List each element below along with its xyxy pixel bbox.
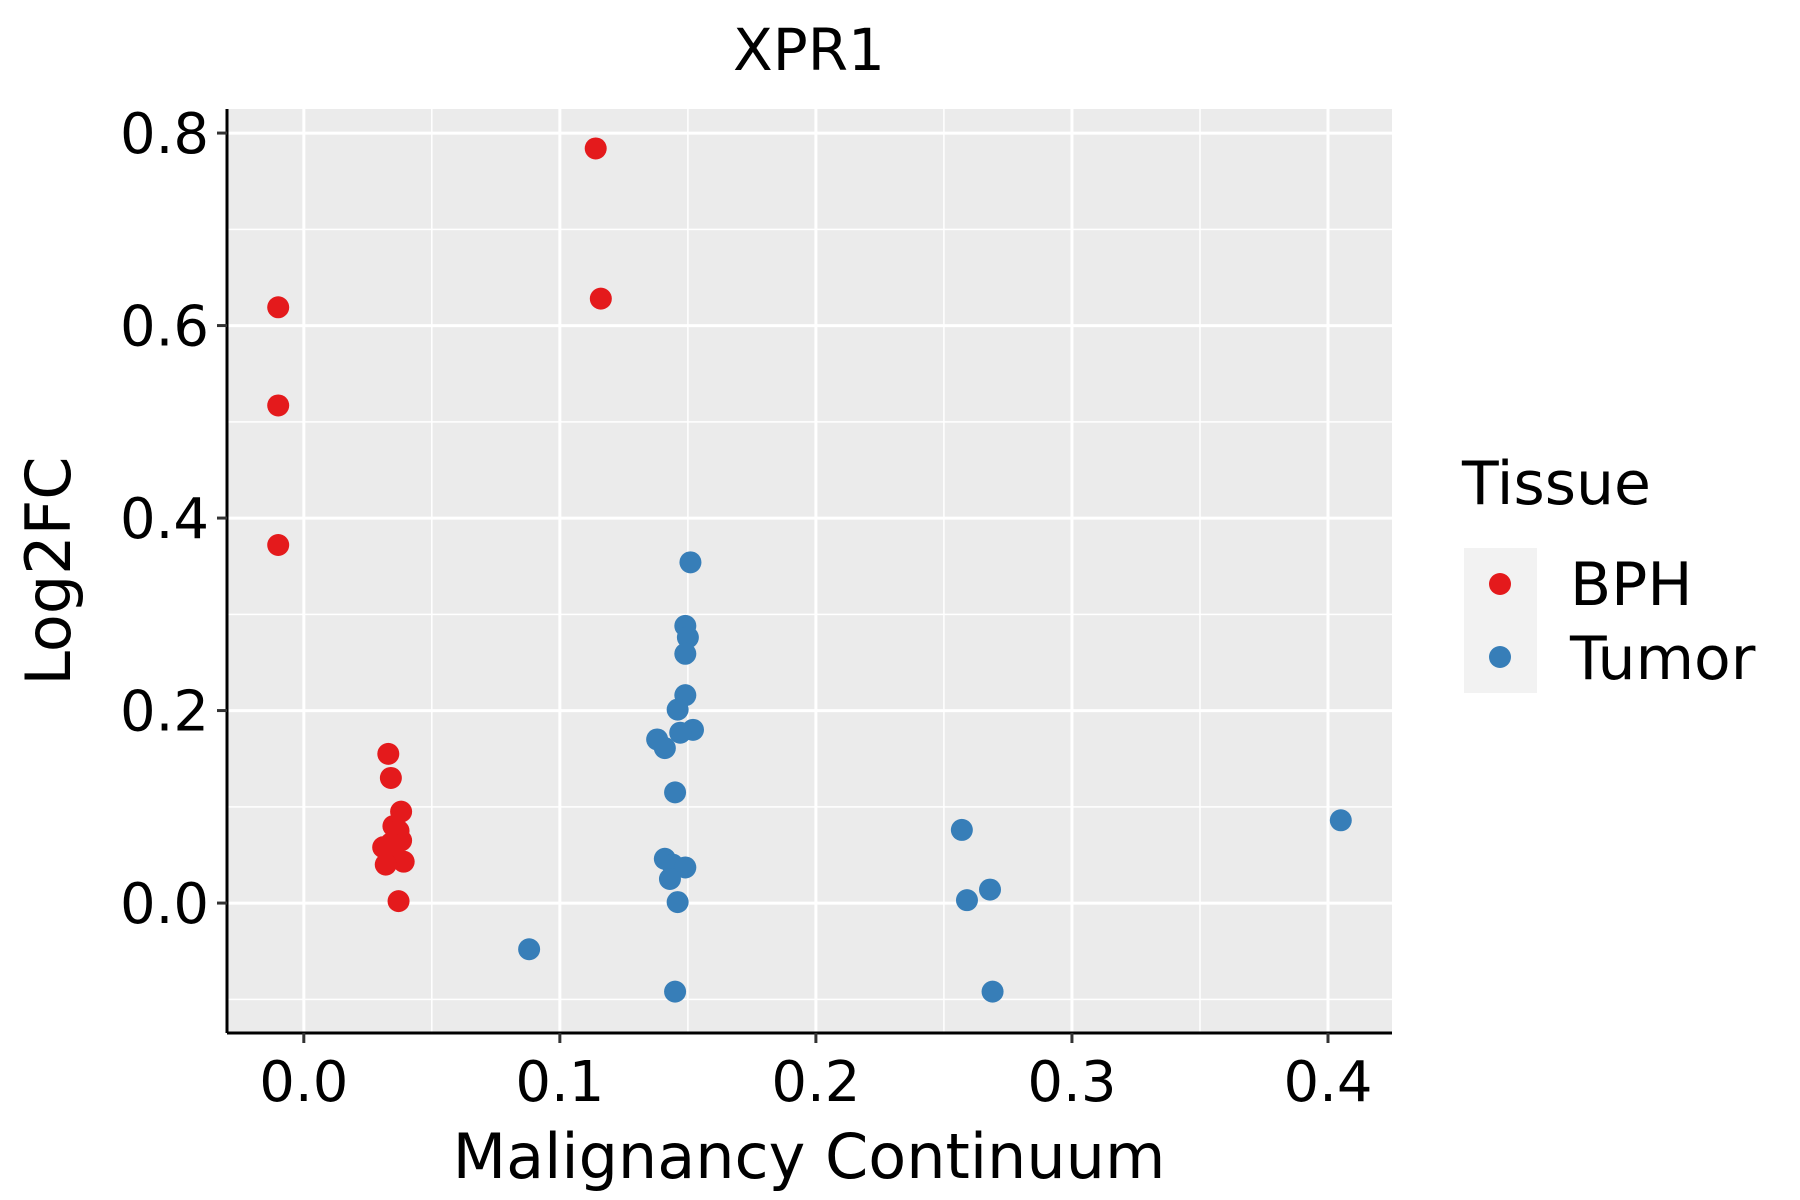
legend-title: Tissue (1461, 449, 1651, 519)
point-bph (374, 853, 397, 876)
point-tumor (664, 781, 687, 804)
point-tumor (674, 856, 697, 879)
point-tumor (666, 891, 689, 914)
point-tumor (981, 980, 1004, 1003)
y-tick-label: 0.4 (120, 487, 209, 552)
legend-key-bph (1489, 573, 1511, 595)
point-tumor (666, 698, 689, 721)
point-tumor (676, 626, 699, 649)
point-tumor (950, 818, 973, 841)
major-gridlines (227, 109, 1392, 1033)
data-points (267, 137, 1352, 1003)
legend-key-tumor (1489, 646, 1511, 668)
x-tick-label: 0.0 (259, 1050, 348, 1115)
point-bph (267, 394, 290, 417)
point-bph (379, 766, 402, 789)
x-tick-label: 0.4 (1283, 1050, 1372, 1115)
point-tumor (518, 938, 541, 961)
point-tumor (664, 980, 687, 1003)
x-tick-label: 0.1 (515, 1050, 604, 1115)
y-tick-label: 0.2 (120, 680, 209, 745)
point-bph (267, 296, 290, 319)
x-axis-label: Malignancy Continuum (453, 1120, 1166, 1193)
point-tumor (979, 878, 1002, 901)
legend-key-background (1464, 548, 1537, 693)
point-tumor (669, 721, 692, 744)
point-bph (584, 137, 607, 160)
legend-label-bph: BPH (1570, 550, 1692, 620)
y-tick-label: 0.8 (120, 102, 209, 167)
point-bph (267, 534, 290, 557)
point-tumor (653, 737, 676, 760)
y-tick-label: 0.6 (120, 295, 209, 360)
point-bph (392, 850, 415, 873)
x-tick-label: 0.2 (771, 1050, 860, 1115)
y-axis-label: Log2FC (12, 456, 85, 685)
plot-panel (227, 109, 1392, 1033)
x-axis-ticks: 0.0 0.1 0.2 0.3 0.4 (259, 1033, 1373, 1115)
point-bph (377, 742, 400, 765)
chart-title: XPR1 (733, 16, 885, 84)
point-bph (589, 287, 612, 310)
point-tumor (1329, 809, 1352, 832)
point-tumor (955, 889, 978, 912)
point-tumor (679, 551, 702, 574)
point-bph (387, 890, 410, 913)
legend-label-tumor: Tumor (1569, 624, 1756, 694)
point-tumor (658, 868, 681, 890)
legend: Tissue BPH Tumor (1461, 449, 1756, 694)
y-tick-label: 0.0 (120, 872, 209, 937)
y-axis-ticks: 0.0 0.2 0.4 0.6 0.8 (120, 102, 227, 937)
point-tumor (674, 642, 697, 665)
x-tick-label: 0.3 (1027, 1050, 1116, 1115)
